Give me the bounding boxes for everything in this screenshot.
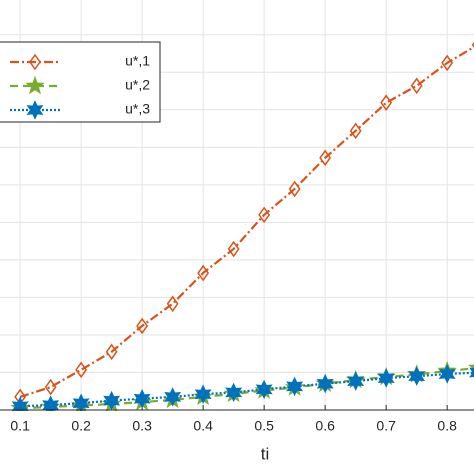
x-tick-label: 0.7 [376,418,396,434]
legend-marker [29,53,41,71]
marker [44,378,57,396]
marker [469,367,474,378]
legend-marker [26,100,44,120]
marker [380,94,393,111]
marker [133,388,151,409]
legend-box [0,41,161,123]
legend: u*,1 u*,2 u*,3 [0,41,161,123]
marker [225,382,243,403]
marker [164,387,182,407]
marker [347,371,365,391]
marker [11,396,29,411]
x-tick-label: 0.3 [132,418,152,434]
marker [408,366,426,386]
marker [319,149,332,167]
marker [286,376,304,397]
marker [197,264,210,282]
marker [194,384,212,404]
x-tick-label: 0.2 [71,418,91,434]
marker [410,77,423,95]
marker [349,122,362,140]
x-tick-label: 0.1 [10,418,30,434]
series-line [19,45,474,398]
x-tick-label: 0.8 [437,418,457,434]
marker [316,373,334,394]
legend-marker [25,75,45,95]
marker [75,361,88,379]
marker [377,368,395,388]
marker [441,54,454,72]
x-tick-label: 0.6 [315,418,335,434]
marker [438,364,456,384]
legend-label: u*,3 [125,101,150,117]
marker [227,240,240,258]
marker [288,180,301,198]
series-line [20,367,474,410]
legend-label: u*,2 [125,77,150,93]
marker [72,393,90,411]
marker [468,364,474,377]
marker [166,295,179,313]
series-line [20,371,474,408]
marker [105,343,118,361]
legend-label: u*,1 [125,53,150,69]
x-axis-label: ti [261,444,270,463]
marker [103,390,121,411]
plot-area [10,41,474,411]
x-tick-label: 0.5 [254,418,274,434]
x-tick-label: 0.4 [193,418,213,434]
marker [136,317,149,335]
marker [42,395,60,411]
marker [255,379,273,400]
marker [258,206,271,224]
